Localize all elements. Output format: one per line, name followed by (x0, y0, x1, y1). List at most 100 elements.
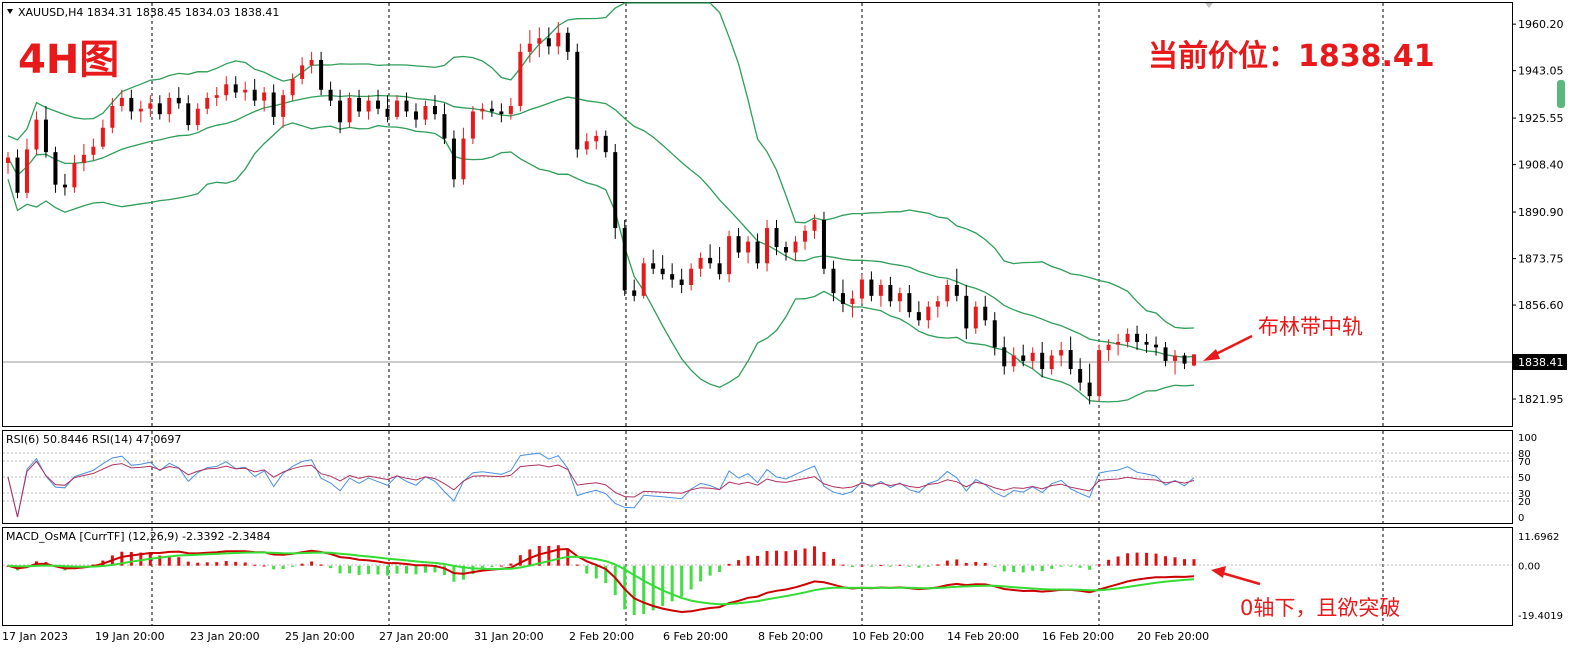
osma-bar (869, 565, 873, 567)
candle-body (129, 97, 134, 112)
candle-body (366, 100, 371, 112)
candle-body (888, 285, 893, 302)
osma-bar (879, 565, 883, 567)
candle-body (413, 111, 418, 120)
candle-body (831, 268, 836, 294)
osma-bar (196, 562, 200, 566)
candle-body (945, 285, 950, 302)
candle-body (812, 219, 817, 231)
y-tick-label: 1925.55 (1518, 112, 1564, 125)
osma-bar (518, 555, 522, 566)
osma-bar (338, 565, 342, 574)
osma-bar (955, 559, 959, 566)
x-tick-label: 17 Jan 2023 (2, 630, 68, 643)
x-tick-label: 16 Feb 20:00 (1042, 630, 1114, 643)
osma-bar (1040, 565, 1044, 572)
candle-body (1087, 382, 1092, 397)
candle-body (793, 241, 798, 253)
candle-body (43, 119, 48, 153)
candle-body (157, 103, 162, 115)
osma-bar (1154, 553, 1158, 566)
osma-bar (433, 565, 437, 573)
osma-bar (319, 564, 323, 566)
candle-body (1125, 333, 1130, 342)
osma-bar (1107, 559, 1111, 566)
y-tick-label: 1873.75 (1518, 253, 1564, 266)
osma-bar (509, 563, 513, 566)
candle-body (376, 100, 381, 109)
candle-body (395, 100, 400, 117)
candle-body (489, 108, 494, 112)
osma-bar (1097, 564, 1101, 566)
osma-bar (129, 551, 133, 566)
candle-body (176, 97, 181, 104)
osma-bar (1192, 559, 1196, 566)
candle-body (167, 97, 172, 115)
candle-body (1021, 355, 1026, 361)
candle-body (755, 241, 760, 264)
osma-bar (907, 565, 911, 567)
rsi-tick-label: 20 (1518, 497, 1531, 508)
candle-body (1106, 344, 1111, 351)
candle-body (1097, 350, 1102, 397)
candle-body (309, 59, 314, 66)
osma-bar (1173, 557, 1177, 566)
osma-bar (680, 565, 684, 597)
osma-bar (262, 565, 266, 567)
rsi-tick-label: 30 (1518, 489, 1531, 500)
candle-body (708, 257, 713, 264)
scroll-handle[interactable] (1557, 80, 1565, 108)
candle-body (660, 268, 665, 275)
candle-body (869, 279, 874, 296)
osma-bar (936, 564, 940, 566)
candle-body (897, 293, 902, 302)
osma-bar (1078, 565, 1082, 568)
osma-bar (983, 562, 987, 566)
osma-bar (367, 565, 371, 575)
osma-bar (1069, 565, 1073, 567)
rsi-tick-label: 70 (1518, 457, 1531, 468)
osma-bar (1002, 565, 1006, 572)
candle-body (537, 38, 542, 44)
candle-body (300, 65, 305, 79)
candle-body (717, 263, 722, 275)
macd-line (7, 547, 1195, 614)
osma-bar (376, 565, 380, 575)
candle-body (622, 228, 627, 291)
candle-body (584, 141, 589, 150)
candle-body (973, 306, 978, 329)
macd-tick-label: -19.4019 (1518, 611, 1563, 622)
candle-body (110, 106, 115, 128)
osma-bar (404, 565, 408, 574)
osma-bar (386, 565, 390, 576)
candle-body (878, 285, 883, 296)
candle-body (784, 247, 789, 253)
osma-bar (756, 555, 760, 566)
dropdown-triangle-icon[interactable] (7, 9, 13, 14)
candle-body (262, 92, 267, 101)
annotation-arrowhead-icon (1203, 349, 1220, 361)
candle-body (461, 138, 466, 180)
osma-bar (1183, 559, 1187, 566)
osma-bar (898, 564, 902, 566)
signal-line (7, 551, 1195, 606)
candle-body (774, 228, 779, 248)
osma-bar (888, 565, 892, 567)
osma-bar (158, 555, 162, 566)
osma-bar (1164, 556, 1168, 566)
osma-bar (860, 565, 864, 567)
osma-bar (670, 565, 674, 602)
candle-body (954, 285, 959, 296)
rsi-levels (3, 452, 1512, 502)
osma-bar (167, 555, 171, 566)
scroll-marker-icon[interactable] (1205, 3, 1213, 8)
osma-bar (642, 565, 646, 615)
candle-body (34, 119, 39, 150)
osma-bar (281, 565, 285, 570)
x-tick-label: 8 Feb 20:00 (758, 630, 823, 643)
osma-bar (993, 565, 997, 567)
osma-bar (727, 563, 731, 566)
osma-bar (850, 565, 854, 568)
x-tick-label: 27 Jan 20:00 (379, 630, 449, 643)
